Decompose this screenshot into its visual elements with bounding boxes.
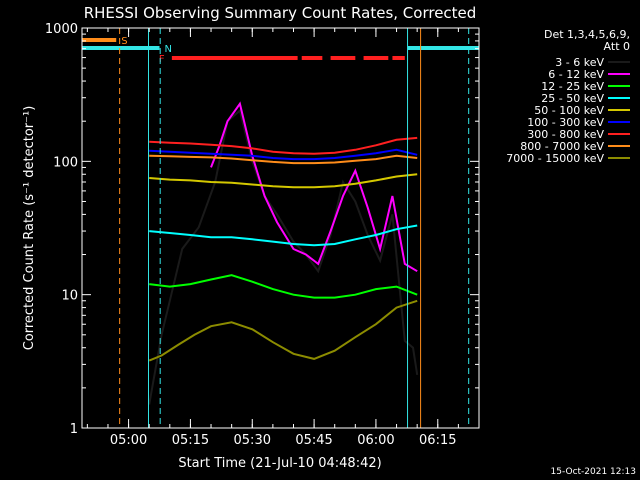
legend-entry-12-25-kev: 12 - 25 keV (541, 80, 604, 93)
flag-label-s: S (121, 36, 127, 47)
y-axis-label: Corrected Count Rate (s⁻¹ detector⁻¹) (22, 106, 37, 351)
y-tick-label: 100 (53, 155, 78, 170)
series-line-100-300-kev (149, 148, 418, 161)
legend-entry-3-6-kev: 3 - 6 keV (555, 56, 604, 69)
y-tick-label: 10 (61, 289, 78, 304)
x-tick-label: 06:15 (419, 433, 456, 448)
plot-frame (81, 27, 480, 429)
x-axis-label: Start Time (21-Jul-10 04:48:42) (178, 456, 381, 471)
flag-label-n: N (165, 44, 172, 55)
flag-label-f: F (159, 54, 165, 65)
x-tick-label: 05:00 (110, 433, 147, 448)
chart-title: RHESSI Observing Summary Count Rates, Co… (84, 4, 477, 22)
series-line-6-12-kev (210, 101, 418, 273)
marker-lines (119, 28, 470, 428)
y-axis: 1 10 100 1000 (45, 22, 479, 437)
x-tick-label: 05:30 (234, 433, 271, 448)
series-line-25-50-kev (149, 224, 418, 247)
y-tick-label: 1 (70, 422, 78, 437)
legend-entry-100-300-kev: 100 - 300 keV (527, 116, 604, 129)
series-line-300-800-kev (149, 136, 418, 155)
series-line-12-25-kev (149, 274, 418, 299)
series-line-800-7000-kev (149, 154, 418, 165)
legend-header: Det 1,3,4,5,6,9, (544, 28, 630, 41)
y-tick-label: 1000 (45, 22, 78, 37)
x-tick-label: 05:15 (172, 433, 209, 448)
footer-timestamp: 15-Oct-2021 12:13 (551, 467, 636, 477)
legend-entry-50-100-kev: 50 - 100 keV (534, 104, 604, 117)
legend-entry-7000-15000-kev: 7000 - 15000 keV (506, 152, 604, 165)
legend-entry-800-7000-kev: 800 - 7000 keV (520, 140, 604, 153)
x-tick-label: 05:45 (295, 433, 332, 448)
x-tick-label: 06:00 (357, 433, 394, 448)
series-line-7000-15000-kev (148, 299, 418, 362)
legend-header: Att 0 (604, 40, 630, 53)
series-line-3-6-kev (148, 108, 419, 405)
legend-entry-25-50-kev: 25 - 50 keV (541, 92, 604, 105)
flag-bars: S NF (82, 36, 479, 65)
legend-entry-300-800-kev: 300 - 800 keV (527, 128, 604, 141)
legend-entry-6-12-kev: 6 - 12 keV (548, 68, 604, 81)
series-line-50-100-kev (149, 173, 418, 189)
plot-traces (148, 101, 419, 405)
x-axis: 05:00 05:15 05:30 05:45 06:00 06:15 (86, 28, 480, 448)
